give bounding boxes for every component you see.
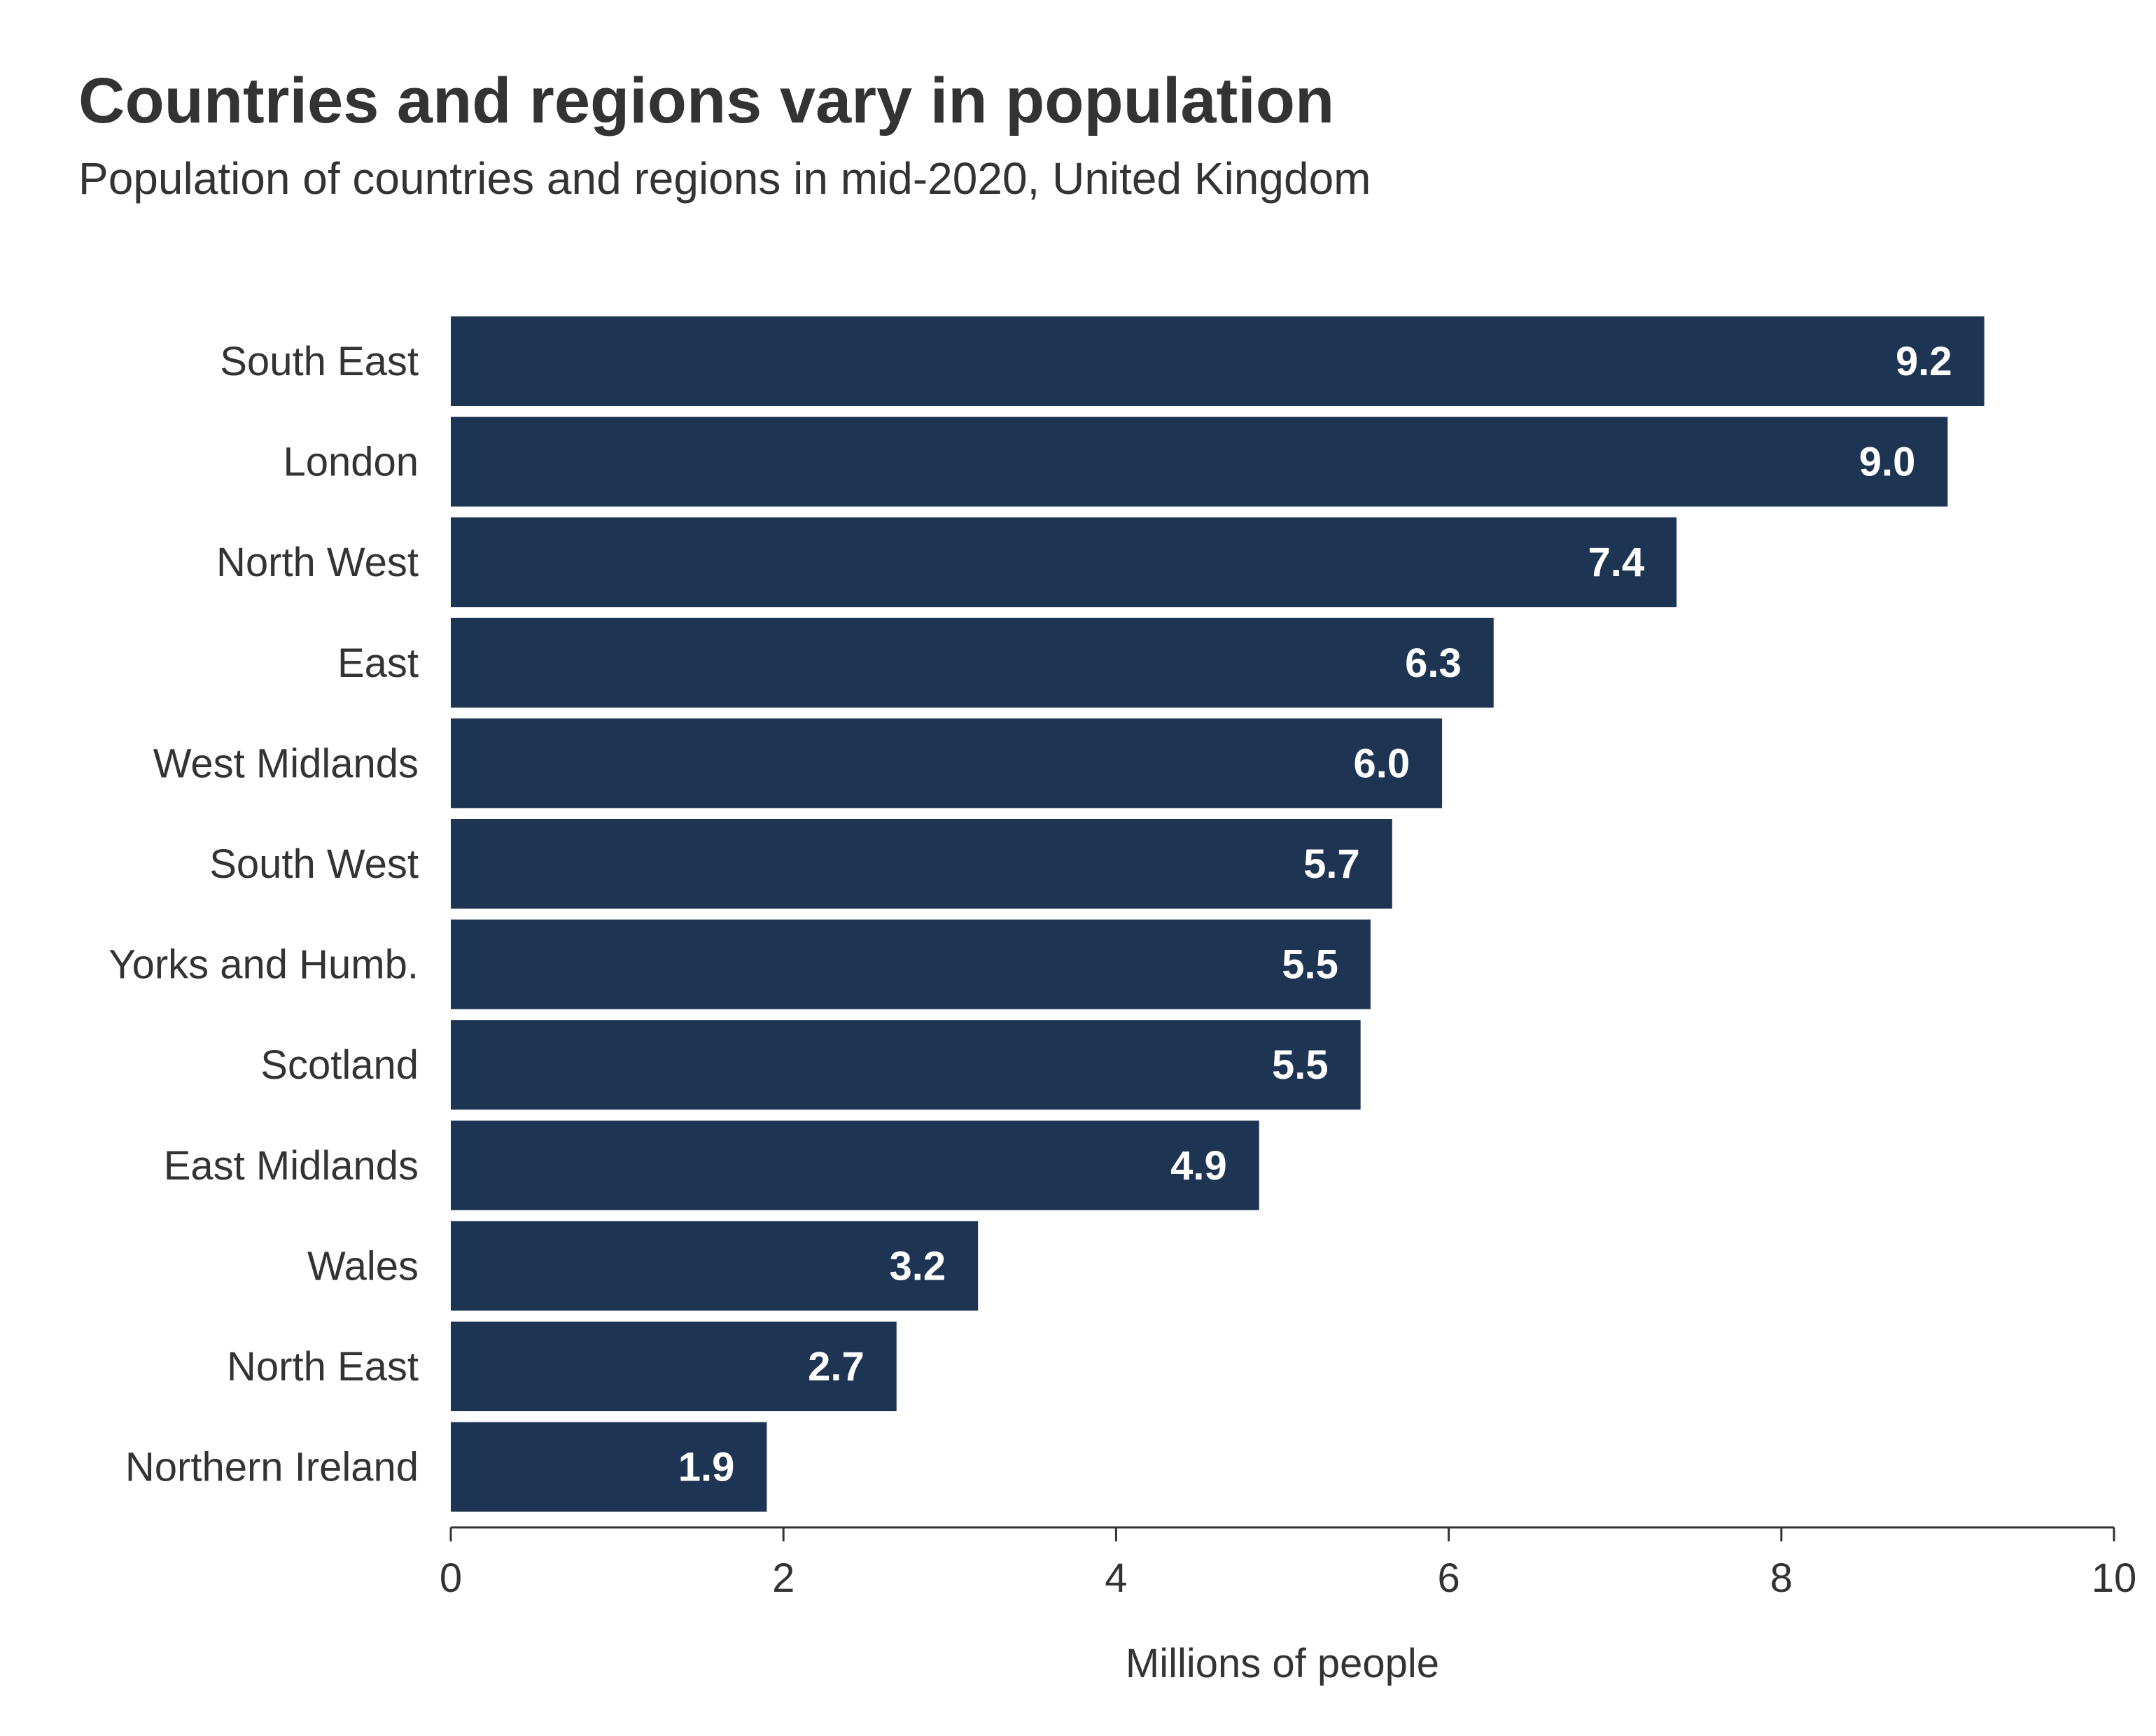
- x-axis-title: Millions of people: [1126, 1641, 1439, 1686]
- x-tick-label-8: 8: [1770, 1555, 1793, 1601]
- x-axis: 0 2 4 6 8 10: [440, 1526, 2137, 1601]
- chart-subtitle: Population of countries and regions in m…: [78, 153, 1371, 204]
- x-tick-label-2: 2: [772, 1555, 794, 1601]
- value-label-wales: 3.2: [890, 1243, 946, 1289]
- bar-north-east: [451, 1322, 897, 1411]
- category-labels-group: South East London North West East West Midla…: [108, 339, 419, 1490]
- bar-north-west: [451, 517, 1677, 608]
- bar-northern-ireland: [451, 1422, 767, 1512]
- category-label-east: East: [337, 640, 419, 686]
- category-label-northern-ireland: Northern Ireland: [125, 1445, 419, 1490]
- x-tick-label-4: 4: [1105, 1555, 1127, 1601]
- category-label-north-west: North West: [216, 540, 419, 585]
- bar-east-midlands: [451, 1120, 1259, 1210]
- value-label-north-east: 2.7: [808, 1344, 864, 1390]
- value-label-east-midlands: 4.9: [1170, 1143, 1227, 1189]
- bar-west-midlands: [451, 718, 1443, 808]
- value-label-west-midlands: 6.0: [1353, 741, 1410, 786]
- category-label-london: London: [283, 440, 419, 485]
- x-tick-label-10: 10: [2092, 1555, 2137, 1601]
- x-tick-label-6: 6: [1437, 1555, 1460, 1601]
- value-label-london: 9.0: [1859, 440, 1916, 485]
- value-label-northern-ireland: 1.9: [678, 1445, 735, 1490]
- category-label-north-east: North East: [227, 1344, 419, 1390]
- chart-title: Countries and regions vary in population: [78, 65, 1335, 136]
- value-label-south-west: 5.7: [1303, 841, 1360, 887]
- category-label-yorks-and-humb: Yorks and Humb.: [108, 942, 419, 988]
- category-label-east-midlands: East Midlands: [164, 1143, 419, 1189]
- value-label-south-east: 9.2: [1896, 339, 1952, 384]
- value-label-scotland: 5.5: [1272, 1042, 1329, 1088]
- category-label-scotland: Scotland: [260, 1042, 419, 1088]
- value-labels-group: 9.2 9.0 7.4 6.3 6.0 5.7 5.5 5.5 4.9 3.2 2.7 1.9: [678, 339, 1952, 1490]
- bar-east: [451, 617, 1494, 708]
- x-tick-label-0: 0: [440, 1555, 462, 1601]
- category-label-south-east: South East: [220, 339, 419, 384]
- bar-scotland: [451, 1020, 1361, 1110]
- bar-south-west: [451, 819, 1392, 909]
- category-label-south-west: South West: [209, 841, 419, 887]
- category-label-wales: Wales: [307, 1243, 419, 1289]
- value-label-east: 6.3: [1405, 640, 1462, 686]
- value-label-north-west: 7.4: [1588, 540, 1644, 585]
- category-label-west-midlands: West Midlands: [153, 741, 419, 786]
- bar-london: [451, 416, 1948, 507]
- bar-south-east: [451, 316, 1984, 406]
- bar-yorks-and-humb: [451, 919, 1371, 1009]
- bars-group: [451, 316, 1984, 1512]
- bar-wales: [451, 1221, 979, 1311]
- value-label-yorks-and-humb: 5.5: [1282, 942, 1338, 988]
